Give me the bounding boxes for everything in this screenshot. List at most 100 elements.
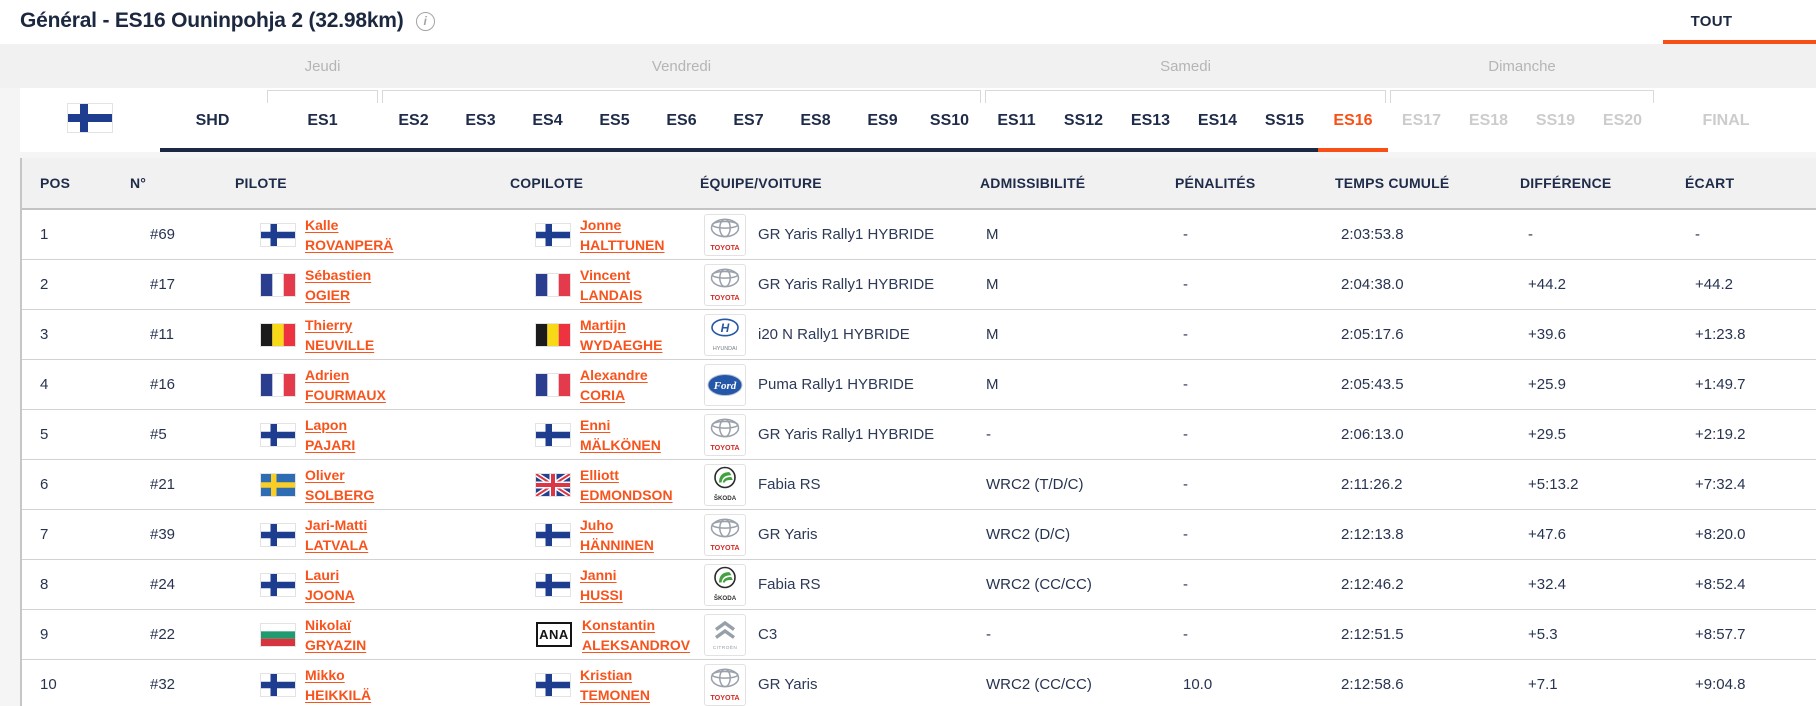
rally-flag-tab[interactable]	[20, 88, 160, 152]
toyota-logo-icon: TOYOTA	[704, 263, 746, 306]
pilot-first-name: Lauri	[305, 566, 340, 583]
result-row: 3 #11 Thierry NEUVILLE Martijn WYDAEGHE …	[22, 310, 1816, 360]
all-stages-tab[interactable]: TOUT	[1663, 3, 1816, 44]
pilot-link[interactable]: Sébastien OGIER	[305, 265, 371, 305]
finland-flag-icon	[261, 223, 295, 246]
copilot-link[interactable]: Juho HÄNNINEN	[580, 515, 654, 555]
team-car-cell: H HYUNDAI i20 N Rally1 HYBRIDE	[692, 313, 972, 356]
copilot-link[interactable]: Vincent LANDAIS	[580, 265, 642, 305]
copilot-link[interactable]: Martijn WYDAEGHE	[580, 315, 662, 355]
copilot-last-name: EDMONDSON	[580, 486, 673, 503]
column-header-admissibilite: ADMISSIBILITÉ	[980, 175, 1086, 191]
gap: +8:20.0	[1695, 526, 1746, 543]
stage-tab-shd[interactable]: SHD	[160, 88, 265, 152]
info-icon[interactable]: i	[415, 11, 435, 31]
stage-tab-es8[interactable]: ES8	[782, 88, 849, 152]
pilot-link[interactable]: Mikko HEIKKILÄ	[305, 665, 371, 705]
pilot-first-name: Thierry	[305, 316, 353, 333]
pilot-last-name: GRYAZIN	[305, 636, 367, 653]
stage-tab-es4[interactable]: ES4	[514, 88, 581, 152]
day-label-dimanche: Dimanche	[1488, 57, 1556, 75]
column-header-num: N°	[130, 175, 147, 191]
day-label-jeudi: Jeudi	[304, 57, 341, 75]
stage-tab-es9[interactable]: ES9	[849, 88, 916, 152]
pilot-link[interactable]: Jari-Matti LATVALA	[305, 515, 368, 555]
pilot-last-name: JOONA	[305, 586, 355, 603]
stage-tab-es1[interactable]: ES1	[265, 88, 380, 152]
penalties: -	[1183, 276, 1188, 293]
pilot-link[interactable]: Thierry NEUVILLE	[305, 315, 374, 355]
team-car-cell: TOYOTA GR Yaris Rally1 HYBRIDE	[692, 413, 972, 456]
copilot-link[interactable]: Janni HUSSI	[580, 565, 623, 605]
stage-tab-es6[interactable]: ES6	[648, 88, 715, 152]
copilot-link[interactable]: Kristian TEMONEN	[580, 665, 650, 705]
difference: +29.5	[1528, 426, 1566, 443]
penalties: -	[1183, 576, 1188, 593]
copilot-cell: Elliott EDMONDSON	[502, 465, 692, 505]
stage-tab-es18: ES18	[1468, 112, 1509, 129]
stage-tab-ss12[interactable]: SS12	[1050, 88, 1117, 152]
car-number: #22	[150, 626, 176, 643]
copilot-first-name: Janni	[580, 566, 617, 583]
stage-tab-ss15[interactable]: SS15	[1251, 88, 1318, 152]
team-car-cell: TOYOTA GR Yaris Rally1 HYBRIDE	[692, 213, 972, 256]
pilot-first-name: Kalle	[305, 216, 339, 233]
car-model: Fabia RS	[758, 576, 821, 593]
copilot-first-name: Vincent	[580, 266, 631, 283]
car-model: GR Yaris Rally1 HYBRIDE	[758, 426, 935, 443]
penalties: -	[1183, 426, 1188, 443]
car-model: Puma Rally1 HYBRIDE	[758, 376, 914, 393]
stage-tab-es2[interactable]: ES2	[380, 88, 447, 152]
pilot-link[interactable]: Adrien FOURMAUX	[305, 365, 386, 405]
pilot-last-name: OGIER	[305, 286, 351, 303]
stage-tab-es11[interactable]: ES11	[983, 88, 1050, 152]
car-number: #24	[150, 576, 176, 593]
stage-tab-es3[interactable]: ES3	[447, 88, 514, 152]
team-car-cell: TOYOTA GR Yaris	[692, 513, 972, 556]
stage-tab-strip: SHD ES1 ES2 ES3 ES4 ES5 ES6 ES7 ES8 ES9 SS10 ES11 SS…	[20, 88, 1816, 152]
stage-tab-es13[interactable]: ES13	[1117, 88, 1184, 152]
stage-tab-es5[interactable]: ES5	[581, 88, 648, 152]
penalties: -	[1183, 526, 1188, 543]
stage-tab-es16[interactable]: ES16	[1318, 88, 1388, 152]
car-number: #32	[150, 676, 176, 693]
team-car-cell: ŠKODA Fabia RS	[692, 563, 972, 606]
cumulative-time: 2:12:13.8	[1341, 526, 1404, 543]
pilot-link[interactable]: Kalle ROVANPERÄ	[305, 215, 393, 255]
pilot-last-name: HEIKKILÄ	[305, 686, 372, 703]
cumulative-time: 2:12:51.5	[1341, 626, 1404, 643]
pilot-link[interactable]: Nikolaï GRYAZIN	[305, 615, 366, 655]
copilot-link[interactable]: Enni MÄLKÖNEN	[580, 415, 661, 455]
pilot-cell: Kalle ROVANPERÄ	[227, 215, 502, 255]
difference: -	[1528, 226, 1533, 243]
team-car-cell: CITROËN C3	[692, 613, 972, 656]
day-label-vendredi: Vendredi	[651, 57, 712, 75]
car-model: i20 N Rally1 HYBRIDE	[758, 326, 910, 343]
gap: +8:52.4	[1695, 576, 1746, 593]
car-model: GR Yaris Rally1 HYBRIDE	[758, 226, 935, 243]
car-number: #17	[150, 276, 176, 293]
column-header-pilote: PILOTE	[235, 175, 287, 191]
stage-tab-es7[interactable]: ES7	[715, 88, 782, 152]
pilot-last-name: ROVANPERÄ	[305, 236, 394, 253]
results-table: POS N° PILOTE COPILOTE ÉQUIPE/VOITURE ADMISSI…	[20, 158, 1816, 706]
pilot-link[interactable]: Lapon PAJARI	[305, 415, 355, 455]
stage-tab-es14[interactable]: ES14	[1184, 88, 1251, 152]
pilot-link[interactable]: Oliver SOLBERG	[305, 465, 374, 505]
pilot-cell: Oliver SOLBERG	[227, 465, 502, 505]
stage-tab-ss10[interactable]: SS10	[916, 88, 983, 152]
pilot-link[interactable]: Lauri JOONA	[305, 565, 355, 605]
copilot-link[interactable]: Alexandre CORIA	[580, 365, 648, 405]
copilot-link[interactable]: Elliott EDMONDSON	[580, 465, 673, 505]
belgium-flag-icon	[261, 323, 295, 346]
team-car-cell: ŠKODA Fabia RS	[692, 463, 972, 506]
finland-flag-icon	[68, 104, 112, 132]
eligibility: WRC2 (CC/CC)	[986, 676, 1092, 693]
gap: +9:04.8	[1695, 676, 1746, 693]
svg-text:HYUNDAI: HYUNDAI	[713, 346, 737, 352]
copilot-link[interactable]: Konstantin ALEKSANDROV	[582, 615, 690, 655]
position: 10	[40, 676, 57, 693]
svg-text:ŠKODA: ŠKODA	[714, 494, 737, 502]
copilot-link[interactable]: Jonne HALTTUNEN	[580, 215, 665, 255]
pilot-first-name: Sébastien	[305, 266, 372, 283]
